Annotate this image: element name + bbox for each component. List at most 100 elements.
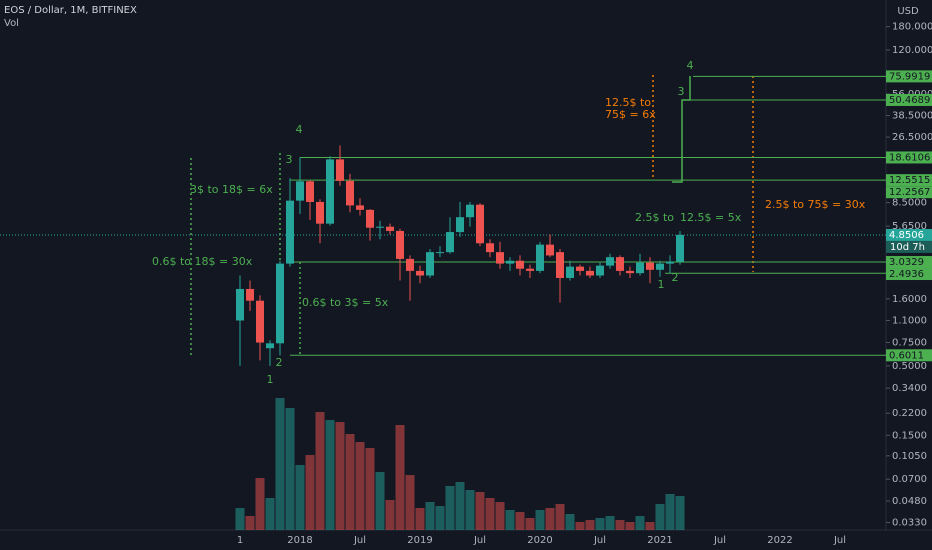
volume-bar xyxy=(335,422,345,530)
candle-body xyxy=(636,262,644,274)
candle-body xyxy=(666,261,674,264)
candle-body xyxy=(426,252,434,276)
y-tick-label: 38.5000 xyxy=(892,111,932,122)
volume-bar xyxy=(425,502,435,530)
candle-body xyxy=(536,244,544,271)
volume-bar xyxy=(305,455,315,530)
x-tick-label: Jul xyxy=(473,535,486,546)
candle-body xyxy=(296,181,304,201)
candle-body xyxy=(276,263,284,344)
candle-body xyxy=(306,181,314,202)
annotation: 0.6$ to 18$ = 30x xyxy=(152,255,253,268)
candle-body xyxy=(256,300,264,343)
annotation: 3$ to 18$ = 6x xyxy=(190,183,273,196)
guides xyxy=(190,75,754,355)
wave-label: 3 xyxy=(678,85,685,98)
candle-body xyxy=(596,265,604,276)
y-tick-label: 0.3400 xyxy=(892,383,927,394)
volume-bar xyxy=(465,490,475,530)
level-box xyxy=(886,349,932,362)
candle-body xyxy=(336,159,344,181)
volume-bar xyxy=(655,504,665,530)
volume-bar xyxy=(505,510,515,530)
volume-bar xyxy=(405,475,415,530)
annotation: 12.5$ = 5x xyxy=(680,211,742,224)
x-tick-label: 2019 xyxy=(407,535,432,546)
volume-bar xyxy=(545,508,555,530)
x-tick-label: Jul xyxy=(713,535,726,546)
volume-bar xyxy=(435,506,445,530)
candle-body xyxy=(576,266,584,271)
candle-body xyxy=(326,159,334,224)
wave-label: 2 xyxy=(276,356,283,369)
volume-bar xyxy=(665,494,675,530)
volume-bar xyxy=(555,504,565,530)
candle-body xyxy=(486,243,494,253)
volume-bar xyxy=(615,520,625,530)
y-tick-label: 0.7500 xyxy=(892,338,927,349)
level-label: 18.6106 xyxy=(889,152,930,163)
level-box xyxy=(886,186,932,199)
level-label: 50.4689 xyxy=(889,95,930,106)
volume-bar xyxy=(325,420,335,530)
candle-body xyxy=(316,201,324,224)
volume-bar xyxy=(235,508,245,530)
y-tick-label: 0.1050 xyxy=(892,451,927,462)
y-tick-label: 0.1500 xyxy=(892,430,927,441)
countdown-box xyxy=(886,240,932,253)
volume-bar xyxy=(275,398,285,530)
candle-body xyxy=(376,226,384,228)
volume-bar xyxy=(395,425,405,530)
volume-bar xyxy=(625,522,635,530)
volume-bar xyxy=(345,434,355,530)
volume-label: Vol xyxy=(4,18,19,29)
candle-body xyxy=(556,252,564,278)
annotation: 0.6$ to 3$ = 5x xyxy=(302,296,389,309)
candle-body xyxy=(476,204,484,244)
wave-label: 1 xyxy=(658,278,665,291)
y-tick-label: 1.6000 xyxy=(892,294,927,305)
wave-line xyxy=(672,76,691,183)
volume-bar xyxy=(585,520,595,530)
wave-label: 4 xyxy=(687,59,694,72)
price-label: 4.8506 xyxy=(889,230,924,241)
level-box xyxy=(886,151,932,164)
candle-body xyxy=(496,252,504,264)
candle-body xyxy=(586,270,594,276)
countdown: 10d 7h xyxy=(890,242,925,253)
y-tick-label: 0.5000 xyxy=(892,361,927,372)
wave-label: 1 xyxy=(267,373,274,386)
candle-body xyxy=(266,343,274,349)
x-tick-label: 2018 xyxy=(287,535,312,546)
x-tick-label: Jul xyxy=(833,535,846,546)
y-tick-label: 0.2200 xyxy=(892,408,927,419)
x-tick-label: 2020 xyxy=(527,535,552,546)
volume-bar xyxy=(245,516,255,530)
volume-bar xyxy=(635,516,645,530)
volume-bar xyxy=(605,516,615,530)
wave-label: 3 xyxy=(286,153,293,166)
candle-body xyxy=(446,232,454,253)
level-label: 3.0329 xyxy=(889,257,924,268)
volume-bar xyxy=(355,442,365,530)
annotation: 2.5$ to 75$ = 30x xyxy=(765,198,866,211)
volume-bar xyxy=(285,408,295,530)
level-label: 12.2567 xyxy=(889,187,930,198)
x-tick-label: 2021 xyxy=(647,535,672,546)
candle-body xyxy=(456,217,464,233)
level-label: 0.6011 xyxy=(889,350,924,361)
volume-bar xyxy=(595,518,605,530)
y-tick-label: 0.0330 xyxy=(892,518,927,529)
volume-bar xyxy=(445,486,455,530)
annotation: 75$ = 6x xyxy=(605,108,656,121)
level-label: 12.5515 xyxy=(889,175,930,186)
y-tick-label: 0.0700 xyxy=(892,474,927,485)
y-tick-label: 8.5000 xyxy=(892,198,927,209)
x-tick-label: 2022 xyxy=(767,535,792,546)
chart-title: EOS / Dollar, 1M, BITFINEX xyxy=(4,5,137,16)
candle-body xyxy=(286,200,294,264)
volume-bar xyxy=(575,522,585,530)
